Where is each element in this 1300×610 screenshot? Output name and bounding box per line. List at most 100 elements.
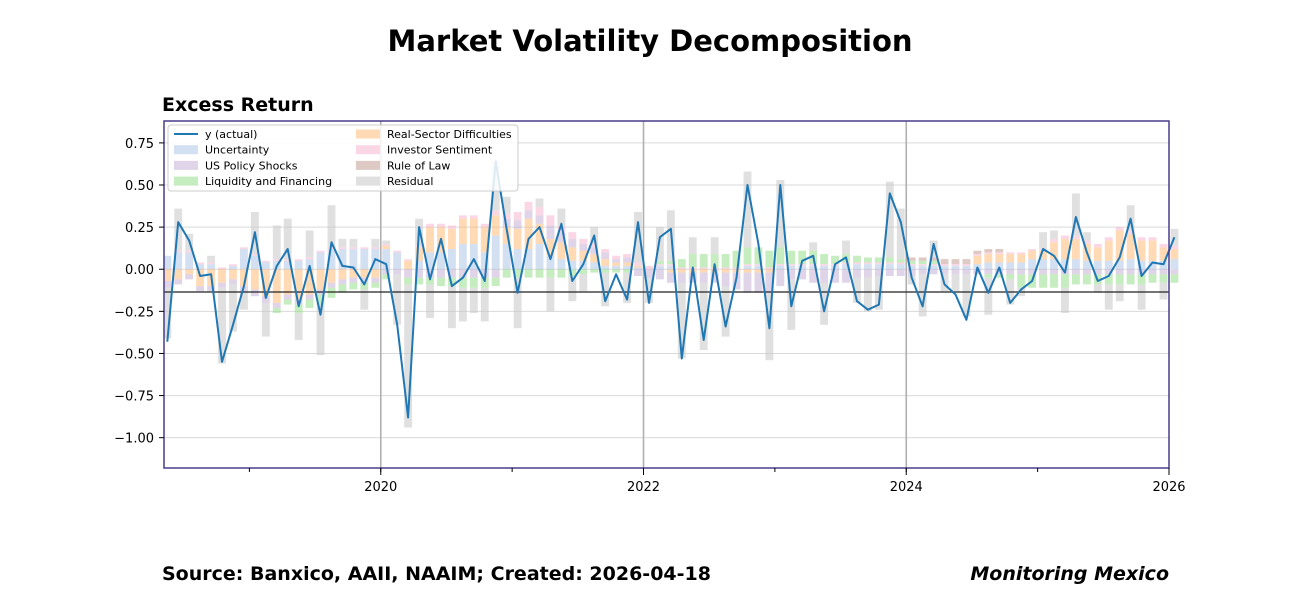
bar-investor-sentiment xyxy=(962,264,971,266)
bar-us-policy-shocks xyxy=(250,289,259,297)
bar-investor-sentiment xyxy=(666,264,675,266)
bar-real-sector-difficulties xyxy=(1039,250,1048,260)
bar-residual xyxy=(371,238,380,248)
bar-investor-sentiment xyxy=(743,264,752,266)
bar-uncertainty xyxy=(1006,262,1015,270)
bar-uncertainty xyxy=(305,259,314,270)
bar-residual xyxy=(360,289,369,310)
bar-uncertainty xyxy=(874,264,883,270)
bar-liquidity-and-financing xyxy=(469,277,478,288)
bar-real-sector-difficulties xyxy=(677,269,686,273)
bar-real-sector-difficulties xyxy=(174,269,183,280)
bar-us-policy-shocks xyxy=(524,210,533,219)
bar-uncertainty xyxy=(458,243,467,270)
bar-investor-sentiment xyxy=(1148,237,1157,241)
bar-investor-sentiment xyxy=(491,210,500,216)
bar-liquidity-and-financing xyxy=(1170,274,1179,283)
bar-us-policy-shocks xyxy=(765,272,774,293)
bar-investor-sentiment xyxy=(1006,252,1015,255)
bar-us-policy-shocks xyxy=(863,269,872,278)
bar-uncertainty xyxy=(557,259,566,270)
bar-us-policy-shocks xyxy=(918,269,927,275)
bar-residual xyxy=(349,238,358,248)
bar-residual xyxy=(568,275,577,302)
bar-investor-sentiment xyxy=(426,223,434,228)
bar-us-policy-shocks xyxy=(634,269,642,276)
bar-us-policy-shocks xyxy=(360,277,369,283)
bar-real-sector-difficulties xyxy=(1006,254,1015,263)
bar-investor-sentiment xyxy=(218,267,226,270)
bar-us-policy-shocks xyxy=(305,294,314,300)
bar-investor-sentiment xyxy=(787,264,796,266)
bar-residual xyxy=(207,255,216,263)
bar-us-policy-shocks xyxy=(885,269,894,276)
bar-liquidity-and-financing xyxy=(623,269,632,273)
bar-us-policy-shocks xyxy=(207,286,216,292)
bar-residual xyxy=(316,304,325,356)
bar-investor-sentiment xyxy=(1061,235,1069,239)
bar-residual xyxy=(1137,284,1146,310)
bar-us-policy-shocks xyxy=(1082,269,1091,275)
bar-uncertainty xyxy=(929,265,938,270)
bar-investor-sentiment xyxy=(480,223,489,228)
bar-liquidity-and-financing xyxy=(1137,274,1146,285)
bar-real-sector-difficulties xyxy=(1093,247,1102,261)
bar-liquidity-and-financing xyxy=(1017,274,1026,288)
bar-uncertainty xyxy=(447,249,456,270)
bar-residual xyxy=(480,287,489,322)
bar-liquidity-and-financing xyxy=(491,277,500,287)
y-tick-label: 0.75 xyxy=(125,137,154,152)
legend-box xyxy=(167,124,519,192)
bar-uncertainty xyxy=(546,255,555,270)
bar-uncertainty xyxy=(820,265,829,270)
bar-liquidity-and-financing xyxy=(360,282,369,290)
legend-swatch-real-sector-difficulties xyxy=(356,129,380,139)
bar-residual xyxy=(338,238,347,248)
bar-investor-sentiment xyxy=(809,264,818,266)
bar-us-policy-shocks xyxy=(940,269,949,275)
bar-rule-of-law xyxy=(973,250,982,255)
bar-us-policy-shocks xyxy=(535,215,544,224)
bar-uncertainty xyxy=(250,255,259,270)
bar-uncertainty xyxy=(1061,259,1069,270)
bar-uncertainty xyxy=(393,252,402,270)
bar-liquidity-and-financing xyxy=(710,254,719,268)
bar-liquidity-and-financing xyxy=(316,294,325,305)
bar-investor-sentiment xyxy=(415,245,424,248)
bar-real-sector-difficulties xyxy=(601,259,610,266)
bar-us-policy-shocks xyxy=(469,269,478,278)
bar-real-sector-difficulties xyxy=(765,269,774,273)
bar-liquidity-and-financing xyxy=(1061,274,1069,288)
bar-investor-sentiment xyxy=(239,247,248,250)
bar-real-sector-difficulties xyxy=(404,260,413,270)
bar-liquidity-and-financing xyxy=(765,250,774,268)
bar-us-policy-shocks xyxy=(1148,269,1157,275)
bar-us-policy-shocks xyxy=(382,269,391,275)
bar-investor-sentiment xyxy=(174,250,183,253)
bar-liquidity-and-financing xyxy=(601,269,610,273)
bar-us-policy-shocks xyxy=(491,269,500,278)
bar-us-policy-shocks xyxy=(874,269,883,276)
bar-uncertainty xyxy=(437,252,445,270)
bar-real-sector-difficulties xyxy=(1115,230,1124,261)
bar-us-policy-shocks xyxy=(371,277,380,283)
bar-residual xyxy=(1082,232,1091,241)
bar-uncertainty xyxy=(896,264,905,270)
bar-liquidity-and-financing xyxy=(798,250,807,265)
axis-layer: 0.75 0.50 0.25 0.00 −0.25 −0.50 −0.75 −1.00 2020… xyxy=(114,137,1185,495)
bar-real-sector-difficulties xyxy=(261,269,270,297)
bar-us-policy-shocks xyxy=(272,302,281,308)
bar-residual xyxy=(874,275,883,310)
bar-uncertainty xyxy=(809,265,818,270)
bar-investor-sentiment xyxy=(1071,235,1080,239)
bar-uncertainty xyxy=(787,265,796,270)
bar-real-sector-difficulties xyxy=(1148,240,1157,261)
bar-real-sector-difficulties xyxy=(305,269,314,295)
bar-real-sector-difficulties xyxy=(1050,242,1058,260)
bar-real-sector-difficulties xyxy=(579,250,588,261)
bar-uncertainty xyxy=(655,265,664,270)
bar-us-policy-shocks xyxy=(645,269,653,278)
bar-real-sector-difficulties xyxy=(513,228,522,250)
bar-us-policy-shocks xyxy=(743,272,752,293)
bar-us-policy-shocks xyxy=(579,243,588,251)
